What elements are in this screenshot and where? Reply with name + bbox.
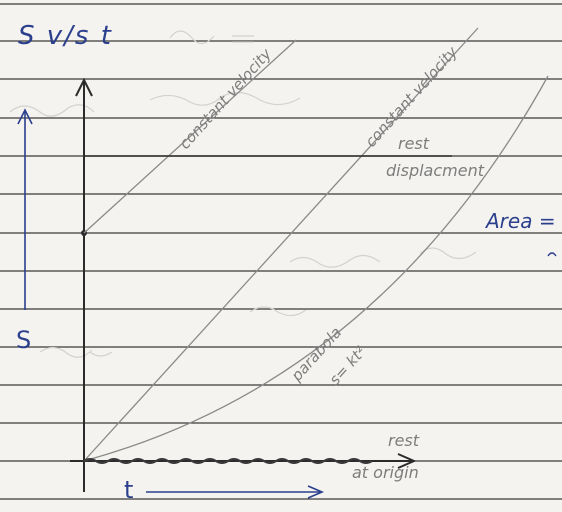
label-rest-origin-2: at origin (352, 463, 419, 482)
parabola-curve (83, 75, 549, 462)
y-axis-label: S (16, 326, 31, 354)
side-note-mark (547, 252, 557, 257)
rest-at-origin-line (83, 458, 373, 464)
y-axis (75, 77, 93, 492)
side-note-area: Area = (484, 209, 556, 233)
constant-velocity-line-upper (83, 39, 297, 234)
label-rest-origin: rest (388, 431, 420, 450)
label-constant-velocity-upper: constant velocity (176, 44, 276, 152)
x-axis-label: t (124, 476, 133, 504)
s-direction-arrow (17, 108, 33, 310)
label-rest-displacement-2: displacment (386, 161, 485, 180)
t-direction-arrow (146, 485, 325, 499)
label-rest-displacement: rest (398, 134, 430, 153)
diagram-title: S v/s t (18, 21, 113, 51)
constant-velocity-line-origin (83, 27, 479, 462)
